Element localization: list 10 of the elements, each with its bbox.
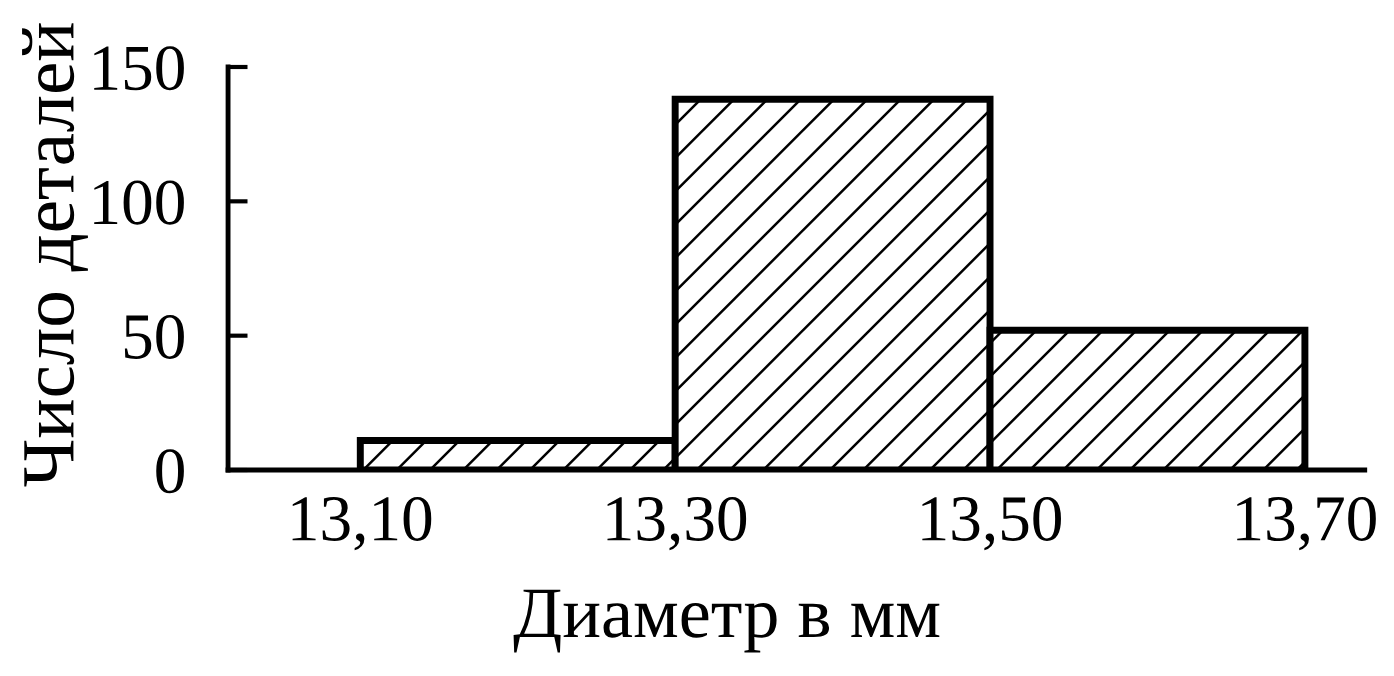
y-tick-label: 150 (94, 46, 184, 91)
y-tick-label: 0 (156, 449, 184, 494)
x-tick-label: 13,30 (607, 496, 747, 551)
x-tick-label: 13,50 (922, 496, 1061, 551)
x-tick-label: 13,10 (292, 496, 432, 551)
y-tick-label: 100 (94, 180, 184, 225)
x-axis-title: Диаметр в мм (513, 589, 940, 653)
y-tick-label: 50 (124, 314, 184, 359)
y-axis-title: Число деталей (22, 23, 88, 487)
x-tick-label: 13,70 (1237, 496, 1376, 551)
